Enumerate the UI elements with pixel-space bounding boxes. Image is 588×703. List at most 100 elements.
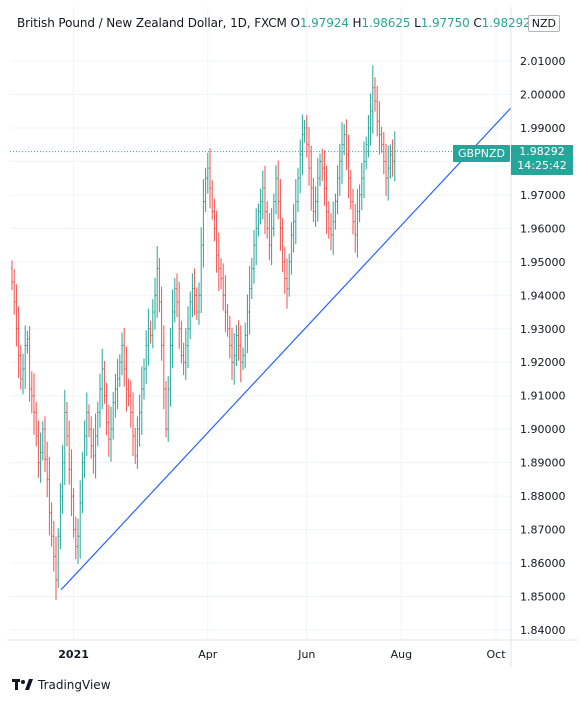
ohlc-bar (182, 342, 185, 376)
ohlc-bar (237, 320, 240, 361)
y-tick-label: 1.87000 (520, 524, 566, 537)
ohlc-bar (66, 401, 68, 447)
symbol-price-tag: GBPNZD (453, 145, 510, 162)
ohlc-bar (112, 391, 115, 440)
ohlc-bar (226, 303, 229, 337)
ohlc-bar (272, 193, 275, 237)
ohlc-bar (334, 193, 337, 230)
trendline[interactable] (60, 107, 512, 591)
ohlc-bar (138, 394, 141, 447)
ohlc-bar (358, 184, 361, 223)
ohlc-bar (22, 353, 24, 395)
ohlc-bar (110, 406, 112, 462)
y-tick-label: 1.97000 (520, 189, 566, 202)
last-price-value: 1.98292 (519, 145, 565, 158)
ohlc-bar (48, 456, 51, 536)
ohlc-bar (222, 263, 225, 311)
ohlc-bar (354, 203, 357, 253)
close-value: 1.98292... (481, 16, 542, 30)
ohlc-bar (380, 126, 383, 153)
high-value: 1.98625 (361, 16, 411, 30)
y-tick-label: 1.91000 (520, 390, 566, 403)
ohlc-bar (288, 253, 291, 297)
price-axis[interactable]: 1.84000 1.85000 1.86000 1.87000 1.88000 1.890… (520, 55, 566, 637)
open-label: O (290, 16, 300, 30)
ohlc-bar (44, 416, 46, 473)
symbol-title: British Pound / New Zealand Dollar, 1D, … (17, 16, 287, 30)
ohlc-bar (248, 266, 251, 335)
ohlc-bar (136, 416, 139, 469)
ohlc-bar (13, 269, 16, 315)
ohlc-bar (26, 330, 29, 354)
ohlc-bar (305, 115, 308, 158)
ohlc-bar (253, 229, 255, 284)
open-value: 1.97924 (299, 16, 349, 30)
ohlc-bar (239, 325, 242, 383)
ohlc-bar (169, 327, 172, 407)
last-price-label: 1.98292 14:25:42 (511, 145, 573, 175)
ohlc-bar (140, 366, 143, 435)
ohlc-bar (129, 380, 132, 428)
y-tick-label: 1.90000 (520, 423, 566, 436)
ohlc-bar (261, 170, 264, 220)
tradingview-logo[interactable]: TradingView (12, 678, 111, 692)
ohlc-bar (301, 114, 304, 175)
ohlc-bar (250, 258, 253, 300)
ohlc-bar (105, 382, 108, 436)
ohlc-bar (132, 392, 134, 456)
ohlc-bar (114, 373, 117, 418)
ohlc-bar (316, 158, 319, 222)
ohlc-bar (151, 299, 154, 349)
ohlc-bar (341, 122, 343, 184)
ohlc-bar (202, 179, 205, 268)
ohlc-bar (37, 420, 40, 478)
ohlc-bar (231, 327, 233, 380)
ohlc-bar (59, 483, 62, 550)
y-tick-label: 1.84000 (520, 624, 566, 637)
ohlc-bar (90, 416, 93, 459)
ohlc-bar (213, 198, 216, 242)
y-tick-label: 1.92000 (520, 356, 566, 369)
ohlc-bar (294, 179, 297, 245)
ohlc-bar (41, 421, 44, 461)
ohlc-bar (244, 322, 247, 369)
currency-badge[interactable]: NZD (527, 15, 560, 32)
ohlc-bar (145, 330, 148, 385)
ohlc-bar (204, 167, 207, 213)
ohlc-bar (217, 232, 220, 292)
ohlc-bar (211, 180, 214, 220)
ohlc-bar (94, 413, 97, 479)
ohlc-bar (224, 275, 227, 333)
ohlc-bar (352, 188, 354, 235)
ohlc-bar (356, 189, 359, 258)
ohlc-bar (345, 119, 348, 170)
ohlc-bar (367, 115, 370, 158)
ohlc-bar (143, 358, 145, 400)
ohlc-bar (343, 124, 346, 156)
ohlc-bar (158, 258, 161, 313)
ohlc-bar (134, 427, 137, 464)
ohlc-bar (81, 452, 84, 514)
ohlc-bar (99, 373, 101, 428)
ohlc-bar (118, 354, 121, 388)
y-tick-label: 1.88000 (520, 490, 566, 503)
ohlc-bar (255, 208, 258, 266)
ohlc-bar (330, 213, 332, 251)
ohlc-bar (259, 188, 262, 225)
ohlc-bar (15, 284, 18, 347)
ohlc-bar (198, 282, 200, 325)
ohlc-bar (277, 160, 280, 220)
time-axis[interactable]: 2021 Apr Jun Aug Oct (58, 648, 506, 661)
y-tick-label: 1.86000 (520, 557, 566, 570)
ohlc-bar (303, 119, 306, 143)
x-tick-label: Oct (486, 648, 506, 661)
y-tick-label: 1.99000 (520, 122, 566, 135)
ohlc-bar (266, 201, 269, 239)
ohlc-bar (349, 170, 352, 210)
y-tick-label: 1.96000 (520, 222, 566, 235)
ohlc-bar (299, 139, 302, 194)
ohlc-bar (209, 148, 211, 209)
ohlc-bar (270, 208, 273, 266)
ohlc-bar (264, 165, 266, 235)
